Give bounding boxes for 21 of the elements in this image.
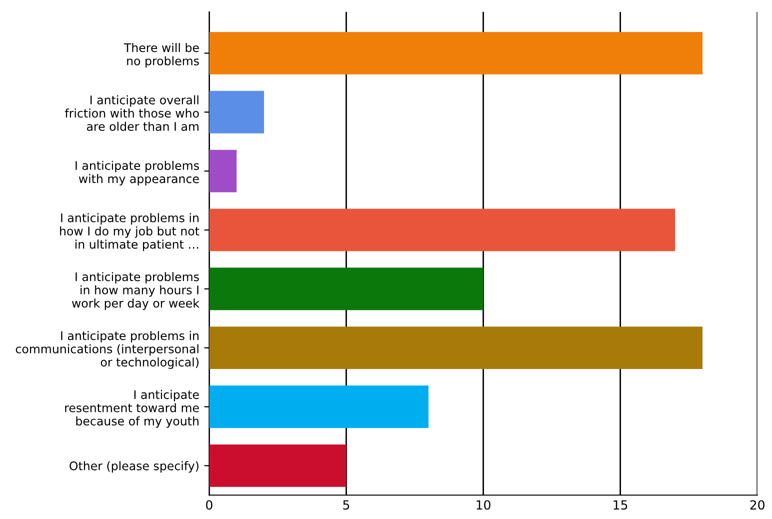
x-tick-label: 0	[206, 500, 212, 510]
bar	[209, 208, 676, 252]
bar	[209, 150, 237, 192]
bar	[209, 444, 346, 487]
bar	[209, 32, 703, 74]
y-tick-label: I anticipate resentment toward me because of my youth	[65, 390, 199, 428]
y-tick-label: I anticipate problems in how I do my job but not in ultimate patient …	[60, 213, 200, 252]
y-tick-label: I anticipate problems in communications (interpersonal or technological)	[16, 331, 198, 369]
x-tick-label: 5	[343, 500, 350, 510]
bar	[209, 90, 264, 134]
y-tick-label: Other (please specify)	[70, 461, 198, 473]
bar	[209, 326, 703, 370]
x-tick-label: 15	[614, 500, 628, 510]
x-tick-label: 10	[476, 500, 490, 510]
y-tick-label: I anticipate problems in how many hours I work per day or week	[72, 272, 200, 310]
bar	[209, 386, 428, 428]
y-tick-label: I anticipate overall friction with those who are older than I am	[64, 95, 199, 131]
bar	[209, 268, 484, 310]
x-tick-label: 20	[750, 500, 764, 510]
y-tick-label: I anticipate problems with my appearance	[76, 160, 199, 186]
y-tick-label: There will be no problems	[124, 42, 199, 68]
